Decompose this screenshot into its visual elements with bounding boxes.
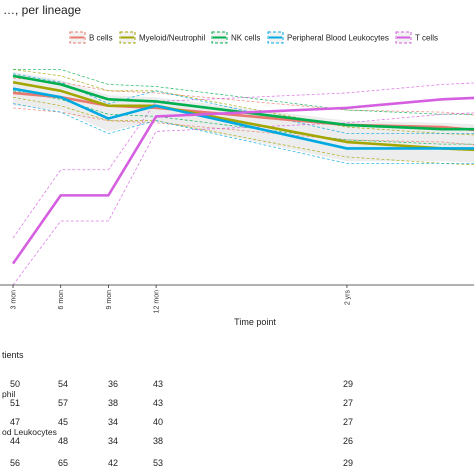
- table-cell: 34: [108, 436, 118, 446]
- table-cell: 36: [108, 379, 118, 389]
- table-title: tients: [2, 350, 24, 360]
- plot-area: [11, 69, 474, 286]
- table-cell: 38: [108, 398, 118, 408]
- legend: B cells Myeloid/Neutrophil NK cells Periphe…: [69, 31, 438, 44]
- legend-label: NK cells: [231, 34, 260, 43]
- chart-title: …, per lineage: [3, 3, 81, 17]
- table-cell: 29: [343, 379, 353, 389]
- series-ci-line: [12, 112, 474, 286]
- table-cell: 50: [10, 379, 20, 389]
- series-ci-line: [13, 69, 474, 115]
- series-ci-line: [12, 77, 474, 116]
- table-cell: 43: [153, 398, 163, 408]
- table-cell: 43: [153, 379, 163, 389]
- legend-item: Myeloid/Neutrophil: [119, 31, 205, 44]
- table-cell: 44: [10, 436, 20, 446]
- table-row-label: od Leukocytes: [2, 427, 57, 437]
- x-tick-label: 2 yrs: [344, 290, 351, 306]
- table-row-label: phil: [2, 389, 15, 399]
- series-ci-line: [12, 103, 474, 164]
- legend-label: Myeloid/Neutrophil: [139, 34, 205, 43]
- table-cell: 40: [153, 417, 163, 427]
- table-cell: 57: [58, 398, 68, 408]
- table-cell: 51: [10, 398, 20, 408]
- table-cell: 29: [343, 458, 353, 468]
- table-cell: 48: [58, 436, 68, 446]
- series-ci-line: [12, 82, 474, 239]
- x-axis-title: Time point: [234, 317, 276, 327]
- table-cell: 45: [58, 417, 68, 427]
- legend-item: Peripheral Blood Leukocytes: [267, 31, 389, 44]
- legend-label: Peripheral Blood Leukocytes: [287, 34, 389, 43]
- x-tick-label: 3 mon: [11, 290, 18, 310]
- series-line: [12, 74, 474, 131]
- x-tick-label: 12 mon: [154, 290, 161, 313]
- table-cell: 34: [108, 417, 118, 427]
- table-cell: 65: [58, 458, 68, 468]
- table-cell: 38: [153, 436, 163, 446]
- legend-item: T cells: [395, 31, 438, 44]
- table-cell: 42: [108, 458, 118, 468]
- x-axis: 3 mon 6 mon 9 mon 12 mon 2 yrs: [0, 284, 474, 313]
- x-tick-label: 6 mon: [58, 290, 65, 310]
- series-ci-line: [12, 107, 474, 146]
- series-line: [11, 96, 474, 265]
- x-tick-label: 9 mon: [106, 290, 113, 310]
- legend-item: NK cells: [211, 31, 260, 44]
- table-cell: 53: [153, 458, 163, 468]
- table-cell: 56: [10, 458, 20, 468]
- table-cell: 54: [58, 379, 68, 389]
- table-cell: 47: [10, 417, 20, 427]
- series-line: [12, 87, 474, 150]
- legend-label: B cells: [89, 34, 113, 43]
- table-cell: 27: [343, 398, 353, 408]
- table-cell: 27: [343, 417, 353, 427]
- legend-label: T cells: [415, 34, 438, 43]
- legend-item: B cells: [69, 31, 113, 44]
- table-cell: 26: [343, 436, 353, 446]
- series-ci-line: [12, 73, 474, 134]
